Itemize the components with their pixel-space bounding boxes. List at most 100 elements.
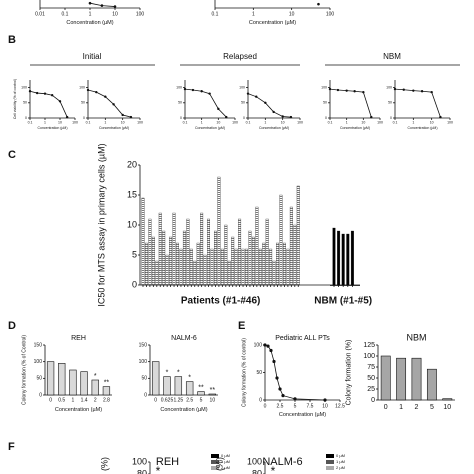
x-tick-label: 10 bbox=[430, 121, 434, 125]
panel-label: C bbox=[8, 149, 16, 161]
x-tick-label: 5 bbox=[430, 404, 434, 411]
group-label: Patients (#1-#46) bbox=[181, 296, 260, 307]
x-tick-label: 100 bbox=[136, 11, 145, 17]
y-tick-label: 100 bbox=[139, 359, 148, 365]
chart-title: REH bbox=[71, 335, 86, 342]
x-tick-label: 0.1 bbox=[183, 121, 188, 125]
point bbox=[264, 101, 267, 105]
bar bbox=[265, 218, 269, 286]
bar bbox=[141, 197, 145, 286]
x-tick-label: 10 bbox=[112, 11, 118, 17]
y-tick-label: 0 bbox=[259, 397, 262, 403]
bar bbox=[269, 248, 273, 286]
bar bbox=[69, 369, 77, 396]
x-tick-label: 0.1 bbox=[212, 11, 219, 17]
series-line bbox=[247, 93, 291, 118]
bar bbox=[203, 254, 207, 286]
point bbox=[420, 90, 424, 93]
bar bbox=[276, 242, 279, 286]
bar bbox=[148, 218, 152, 286]
point bbox=[269, 348, 273, 353]
legend-swatch bbox=[326, 460, 334, 464]
point bbox=[200, 90, 203, 93]
panel-label: F bbox=[8, 441, 15, 453]
panel-label: D bbox=[8, 320, 16, 332]
chart-title: NBM bbox=[407, 332, 427, 342]
bar bbox=[293, 224, 297, 286]
y-tick-label: 0 bbox=[132, 279, 137, 289]
y-tick-label: 150 bbox=[139, 342, 148, 348]
bar bbox=[217, 176, 221, 286]
bar bbox=[158, 212, 162, 286]
legend-label: 2 µM bbox=[336, 465, 345, 470]
x-tick-label: 1 bbox=[72, 397, 75, 403]
x-tick-label: 1 bbox=[104, 121, 106, 125]
point bbox=[255, 95, 258, 98]
x-tick-label: 1 bbox=[201, 121, 203, 125]
bar bbox=[282, 242, 286, 286]
x-tick-label: 2.8 bbox=[103, 397, 110, 403]
y-tick-label: 100 bbox=[363, 353, 375, 360]
x-tick-label: 100 bbox=[297, 121, 303, 125]
y-tick-label: 50 bbox=[36, 376, 42, 382]
x-tick-label: 5 bbox=[294, 403, 297, 409]
bar bbox=[332, 227, 336, 286]
x-axis-label: Concentration (µM) bbox=[55, 407, 102, 413]
x-tick-label: 2 bbox=[415, 404, 419, 411]
y-tick-label: 80 bbox=[137, 468, 147, 474]
x-tick-label: 0 bbox=[384, 404, 388, 411]
chart-title: NALM-6 bbox=[171, 335, 197, 342]
bar bbox=[151, 236, 155, 286]
x-tick-label: 100 bbox=[137, 121, 143, 125]
y-tick-label: 100 bbox=[132, 456, 147, 466]
x-axis-label: Concentration (µM) bbox=[249, 20, 296, 26]
x-axis-label: Concentration (µM) bbox=[99, 126, 129, 130]
x-tick-label: 1 bbox=[252, 11, 255, 17]
x-tick-label: 1 bbox=[346, 121, 348, 125]
x-axis-label: Concentration (µM) bbox=[160, 407, 207, 413]
y-tick-label: 50 bbox=[256, 370, 262, 376]
x-tick-label: 10 bbox=[281, 121, 285, 125]
series-line bbox=[264, 344, 326, 401]
point bbox=[95, 90, 98, 94]
x-tick-label: 0.5 bbox=[58, 397, 65, 403]
x-tick-label: 0.1 bbox=[86, 121, 91, 125]
y-axis-label: IC50 for MTS assay in primary cells (µM) bbox=[97, 143, 107, 306]
y-tick-label: 0 bbox=[39, 392, 42, 398]
x-tick-label: 100 bbox=[232, 121, 238, 125]
point bbox=[28, 90, 32, 93]
point bbox=[362, 90, 365, 94]
bar bbox=[350, 230, 354, 286]
bar bbox=[46, 361, 55, 396]
point bbox=[225, 115, 228, 119]
point bbox=[191, 88, 195, 92]
legend-swatch bbox=[326, 454, 334, 458]
bar bbox=[155, 260, 159, 286]
bar bbox=[337, 230, 341, 286]
point bbox=[183, 87, 187, 91]
group-header: Initial bbox=[83, 52, 102, 61]
y-axis-label: Cell viability (% of control) bbox=[13, 79, 17, 119]
y-tick-label: 100 bbox=[21, 86, 27, 90]
bar bbox=[172, 212, 176, 286]
series-line bbox=[394, 88, 441, 118]
bar bbox=[169, 236, 173, 286]
x-tick-label: 1 bbox=[264, 121, 266, 125]
y-tick-label: 100 bbox=[176, 86, 182, 90]
chart-title: REH bbox=[156, 456, 179, 468]
x-axis-label: Concentration (µM) bbox=[37, 126, 67, 130]
bar bbox=[396, 357, 407, 401]
bar bbox=[241, 248, 245, 286]
y-tick-label: 75 bbox=[367, 364, 375, 371]
chart-title: Pediatric ALL PTs bbox=[275, 335, 330, 342]
x-tick-label: 7.5 bbox=[307, 403, 314, 409]
bar bbox=[224, 224, 228, 286]
bar bbox=[174, 376, 183, 396]
bar bbox=[442, 398, 453, 401]
x-tick-label: 12.5 bbox=[335, 403, 345, 409]
x-tick-label: 5 bbox=[200, 397, 203, 403]
point bbox=[353, 90, 356, 93]
y-tick-label: 0 bbox=[25, 116, 27, 120]
point bbox=[412, 89, 415, 92]
x-tick-label: 10 bbox=[361, 121, 365, 125]
